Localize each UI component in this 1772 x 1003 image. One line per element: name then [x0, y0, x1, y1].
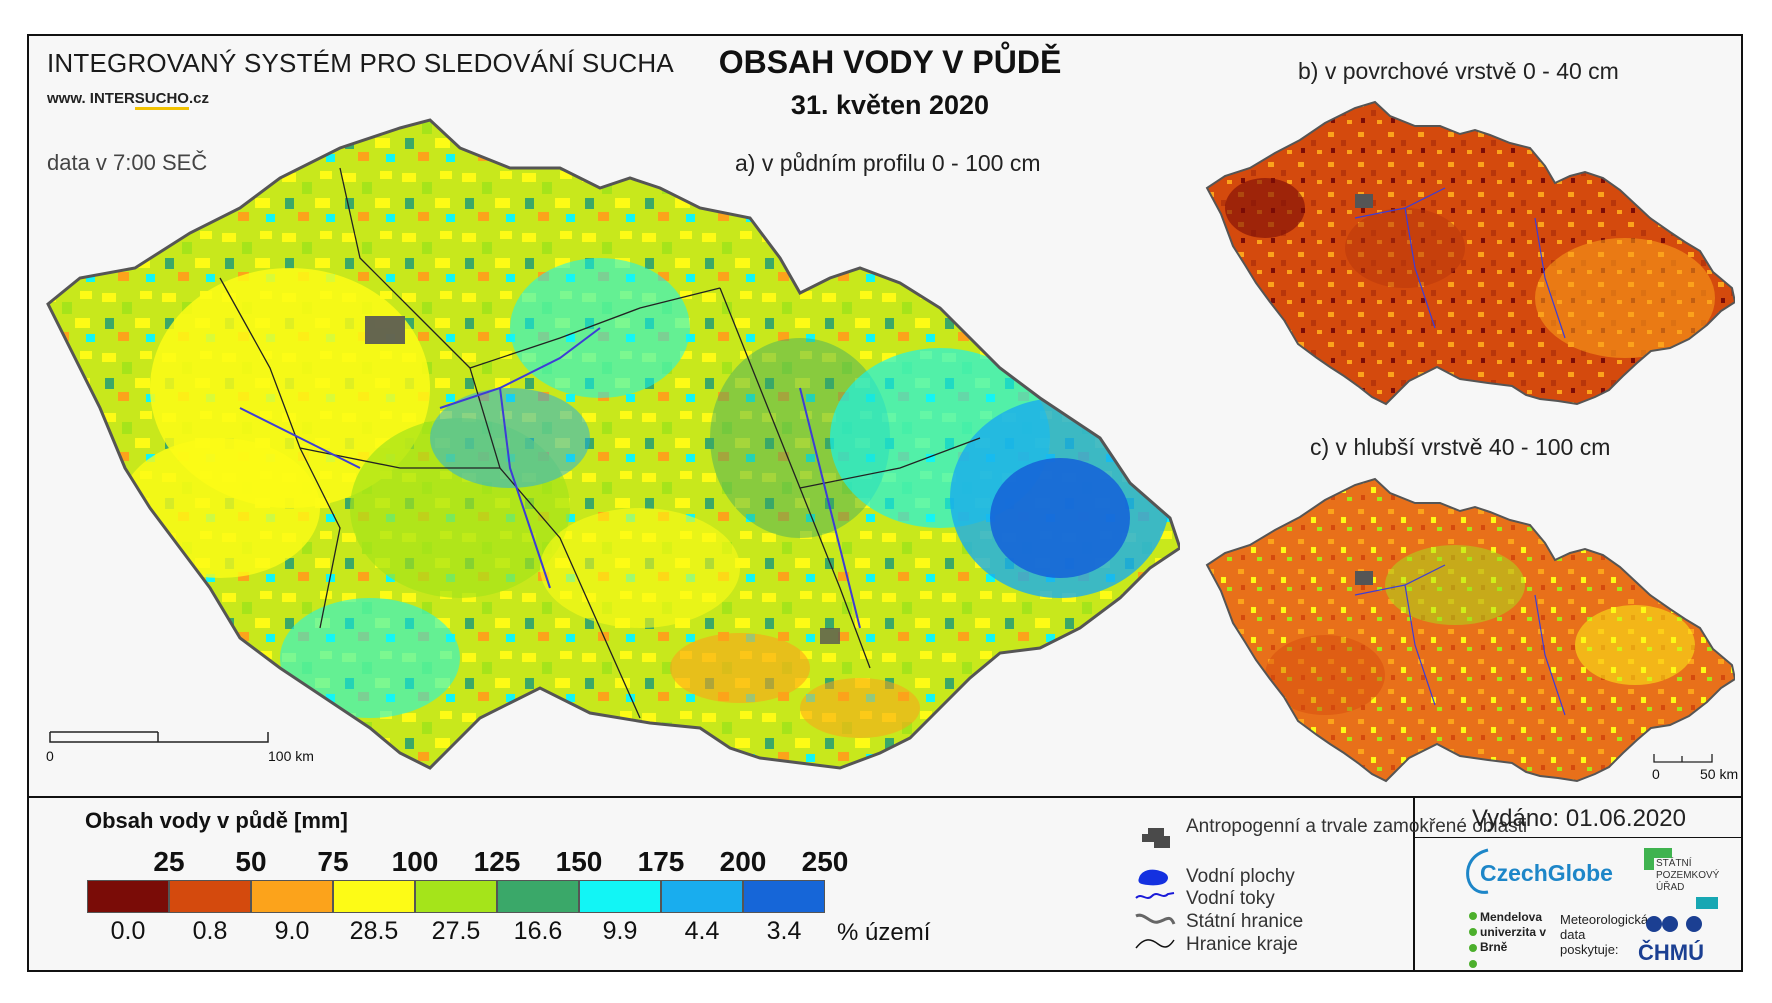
- map-a-soil-profile: [46, 118, 1180, 770]
- scale-small-start: 0: [1652, 766, 1660, 782]
- meteo-data-credit: Meteorologická data poskytuje:: [1560, 912, 1649, 957]
- chmu-logo: ČHMÚ: [1638, 940, 1704, 965]
- legend-streams: Vodní toky: [1186, 888, 1275, 909]
- legend-percent-value: 9.0: [274, 917, 310, 945]
- mendel-logo: Mendelova univerzita v Brně: [1480, 910, 1547, 954]
- state-border-icon: [1135, 913, 1176, 925]
- chmu-logo-icon: [1646, 916, 1702, 932]
- scale-main-start: 0: [46, 748, 54, 764]
- legend-threshold-label: 100: [391, 846, 439, 877]
- scale-bar-main: [49, 731, 269, 743]
- scale-main-end: 100 km: [268, 748, 314, 764]
- scale-bar-small: [1653, 754, 1713, 763]
- water-body-icon: [1138, 869, 1168, 886]
- legend-threshold-label: 125: [473, 846, 521, 877]
- website-link[interactable]: www. INTERSUCHO.cz: [47, 90, 209, 110]
- legend-swatch: [87, 880, 169, 913]
- footer-separator: [1413, 796, 1415, 972]
- legend-swatch: [743, 880, 825, 913]
- mendel-logo-icon: [1469, 912, 1477, 968]
- map-b-label: b) v povrchové vrstvě 0 - 40 cm: [1298, 58, 1619, 84]
- legend-anthropogenic: Antropogenní a trvale zamokřené oblasti: [1186, 816, 1528, 837]
- legend-swatch: [497, 880, 579, 913]
- legend-state-border: Státní hranice: [1186, 911, 1304, 932]
- main-title: OBSAH VODY V PŮDĚ: [718, 44, 1062, 80]
- legend-percent-value: 4.4: [684, 917, 720, 945]
- legend-threshold-label: 250: [801, 846, 849, 877]
- spu-accent-icon: [1696, 897, 1718, 909]
- website-suffix: .cz: [188, 90, 209, 107]
- legend-percent-value: 0.8: [192, 917, 228, 945]
- system-title: INTEGROVANÝ SYSTÉM PRO SLEDOVÁNÍ SUCHA: [47, 48, 674, 78]
- website-prefix: www. INTER: [47, 90, 135, 107]
- czechglobe-logo-icon: [1466, 848, 1489, 894]
- legend-water-bodies: Vodní plochy: [1186, 866, 1295, 887]
- czechglobe-logo: CzechGlobe: [1480, 860, 1613, 886]
- legend-threshold-label: 50: [235, 846, 267, 877]
- legend-percent-value: 16.6: [513, 917, 563, 945]
- legend-percent-value: 27.5: [431, 917, 481, 945]
- map-b-surface-layer: [1205, 100, 1735, 406]
- stream-icon: [1135, 892, 1175, 899]
- legend-threshold-label: 25: [153, 846, 185, 877]
- legend-percent-value: 9.9: [602, 917, 638, 945]
- legend-threshold-label: 200: [719, 846, 767, 877]
- legend-swatch: [169, 880, 251, 913]
- legend-separator: [27, 796, 1743, 798]
- spu-logo: STÁTNÍ POZEMKOVÝ ÚŘAD: [1656, 858, 1720, 893]
- legend-swatch: [661, 880, 743, 913]
- legend-swatch: [251, 880, 333, 913]
- legend-threshold-label: 75: [317, 846, 349, 877]
- region-border-icon: [1135, 939, 1175, 949]
- map-c-label: c) v hlubší vrstvě 40 - 100 cm: [1310, 434, 1611, 460]
- legend-percent-value: 28.5: [349, 917, 399, 945]
- legend-region-border: Hranice kraje: [1186, 934, 1298, 955]
- issued-separator: [1415, 837, 1743, 838]
- main-date: 31. květen 2020: [790, 90, 990, 120]
- issued-date: Vydáno: 01.06.2020: [1472, 805, 1686, 832]
- map-c-deep-layer: [1205, 477, 1735, 783]
- legend-swatch: [333, 880, 415, 913]
- legend-swatch: [579, 880, 661, 913]
- data-time-note: data v 7:00 SEČ: [47, 150, 208, 175]
- legend-percent-value: 0.0: [110, 917, 146, 945]
- legend-threshold-label: 150: [555, 846, 603, 877]
- anthropogenic-area-icon: [1142, 828, 1170, 848]
- legend-threshold-label: 175: [637, 846, 685, 877]
- map-a-label: a) v půdním profilu 0 - 100 cm: [735, 150, 1041, 176]
- website-highlight: SUCHO: [134, 90, 189, 110]
- percent-label: % území: [837, 919, 931, 946]
- scale-small-end: 50 km: [1700, 766, 1739, 782]
- spu-logo-icon: [1644, 848, 1672, 870]
- legend-title: Obsah vody v půdě [mm]: [85, 808, 348, 833]
- legend-percent-value: 3.4: [766, 917, 802, 945]
- legend-swatch: [415, 880, 497, 913]
